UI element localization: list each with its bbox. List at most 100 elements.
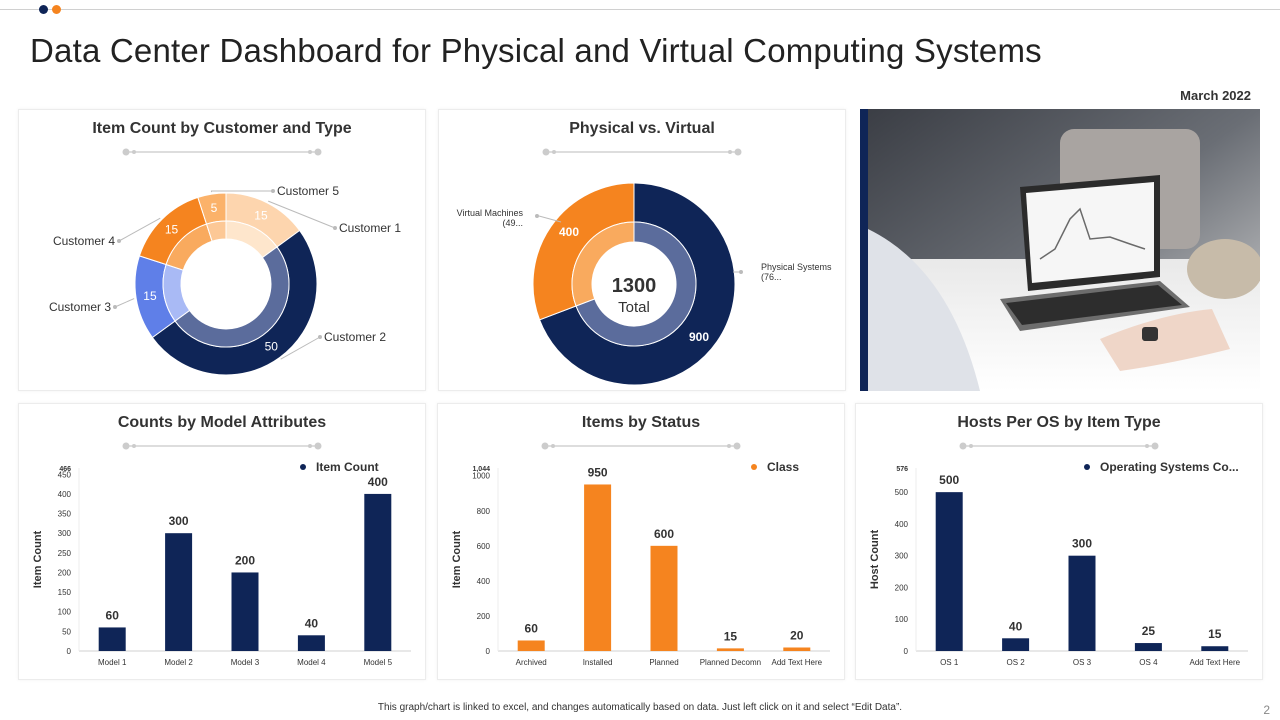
category-label: (49... [502,218,523,228]
bar-value-label: 15 [1208,627,1222,641]
x-tick-label: Planned [649,658,678,667]
bar-value-label: 500 [939,473,959,487]
bar-value-label: 200 [235,553,255,567]
y-tick-label: 300 [58,529,72,538]
legend-label: Item Count [316,460,379,474]
title-decoration [541,442,741,450]
y-max-label: 1,044 [472,466,490,473]
bar-value-label: 600 [654,527,674,541]
leader-dot [535,214,539,218]
y-tick-label: 300 [895,552,909,561]
y-tick-label: 500 [895,488,909,497]
footer-note: This graph/chart is linked to excel, and… [377,702,903,713]
y-tick-label: 150 [58,588,72,597]
leader-line [114,298,135,308]
x-tick-label: Archived [516,658,547,667]
y-tick-label: 200 [58,568,72,577]
y-tick-label: 200 [477,612,491,621]
center-value: 1300 [612,275,657,297]
category-label: Customer 3 [49,300,111,314]
leader-line [280,336,321,360]
category-label: Customer 2 [324,330,386,344]
status-bars-panel: Items by Status 0 200 400 600 800 1000 1,044 It… [437,403,845,680]
y-tick-label: 400 [895,520,909,529]
y-tick-label: 600 [477,542,491,551]
y-tick-label: 100 [58,608,72,617]
y-tick-label: 100 [895,615,909,624]
category-label: Customer 4 [53,234,115,248]
bar-add-text-here [1201,646,1229,651]
bar-value-label: 950 [588,465,608,479]
bar-value-label: 40 [1009,619,1023,633]
y-tick-label: 0 [486,647,491,656]
y-axis-label: Host Count [869,530,881,590]
bar-model-5 [364,493,392,651]
x-tick-label: OS 4 [1139,658,1158,667]
data-label: 50 [265,339,279,353]
y-tick-label: 450 [58,470,72,479]
category-label: (76... [761,272,782,282]
category-label: Virtual Machines [457,208,524,218]
bar-installed [584,484,612,651]
bar-value-label: 300 [1072,537,1092,551]
x-tick-label: Model 1 [98,658,127,667]
bar-value-label: 40 [305,616,319,630]
leader-line [538,215,562,223]
bar-planned-decomn [716,648,744,651]
bar-os-4 [1134,643,1162,651]
bar-value-label: 20 [790,628,804,642]
bar-value-label: 400 [368,475,388,489]
donut-inner-slice [205,220,227,242]
data-label: 900 [689,330,709,344]
x-tick-label: Model 3 [231,658,260,667]
x-tick-label: OS 3 [1073,658,1092,667]
physical-virtual-panel: Physical vs. Virtual 1300 Total 900 400 Phys… [438,109,846,391]
report-date: March 2022 [1180,88,1251,103]
physical-virtual-donut-chart[interactable]: 1300 Total 900 400 Physical Systems(76... Vir… [439,110,847,392]
x-tick-label: Installed [583,658,613,667]
y-max-label: 576 [896,466,908,473]
y-tick-label: 0 [67,647,72,656]
y-max-label: 466 [59,466,71,473]
y-axis-label: Item Count [451,530,463,588]
os-bar-chart[interactable]: 0 100 200 300 400 500 576 Host Count Operating S… [856,404,1264,681]
legend-label: Operating Systems Co... [1100,460,1239,474]
leader-line [210,190,273,193]
x-tick-label: OS 1 [940,658,959,667]
bar-value-label: 300 [169,514,189,528]
y-axis-label: Item Count [32,530,44,588]
x-tick-label: Add Text Here [772,658,823,667]
x-tick-label: OS 2 [1006,658,1025,667]
title-decoration [122,148,322,156]
leader-dot [318,335,322,339]
data-label: 15 [254,208,268,222]
legend-marker [300,464,306,470]
page-number: 2 [1263,703,1270,717]
data-label: 400 [559,225,579,239]
bar-os-1 [935,492,963,651]
center-label: Total [618,299,650,316]
y-tick-label: 50 [62,627,71,636]
data-label: 15 [165,223,179,237]
x-tick-label: Model 5 [364,658,393,667]
bar-planned [650,545,678,651]
y-tick-label: 400 [477,577,491,586]
bar-value-label: 60 [525,621,539,635]
orange-dot-icon [52,5,61,14]
bar-value-label: 60 [106,608,120,622]
customer-donut-chart[interactable]: 15 50 15 15 5 Customer 1 Customer 2 Customer 3 C… [19,110,427,392]
leader-dot [113,305,117,309]
bar-add-text-here [783,647,811,651]
leader-line [268,200,336,229]
bar-value-label: 25 [1142,624,1156,638]
leader-dot [117,239,121,243]
navy-dot-icon [39,5,48,14]
legend-marker [1084,464,1090,470]
title-decoration [542,148,742,156]
y-tick-label: 200 [895,583,909,592]
bar-model-4 [297,635,325,651]
bar-model-1 [98,627,126,651]
legend-label: Class [767,460,799,474]
